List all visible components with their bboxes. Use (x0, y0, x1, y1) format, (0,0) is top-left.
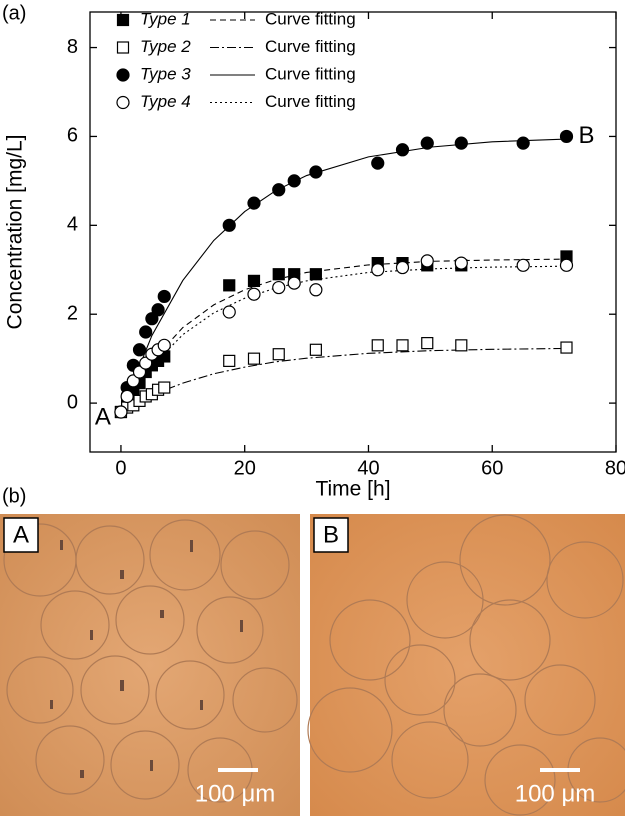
marker (157, 289, 171, 304)
marker (516, 258, 530, 272)
marker (454, 256, 468, 270)
legend-marker (116, 13, 130, 27)
chart: (a) 0 20 40 60 80 0 2 4 6 8 Time [h] Concentration [… (2, 2, 625, 500)
marker (272, 183, 286, 197)
image-label-box (3, 517, 39, 553)
marker (272, 348, 285, 361)
annotation: A (95, 403, 111, 430)
x-axis-label: Time [h] (315, 478, 390, 501)
legend-marker (116, 95, 130, 110)
marker (287, 276, 301, 290)
legend-label: Curve fitting (265, 92, 356, 111)
marker (559, 129, 574, 144)
fit-curve (120, 347, 567, 413)
microspheres (3, 519, 298, 803)
marker (222, 218, 236, 232)
fit-curve (120, 265, 567, 413)
marker (247, 274, 261, 287)
annotation: B (578, 122, 594, 149)
marker (371, 263, 385, 277)
x-tick-label: 60 (481, 457, 503, 479)
scale-bar-label: 100 μm (195, 780, 276, 807)
marker (396, 339, 409, 352)
marker (287, 174, 301, 188)
plot-frame (89, 11, 617, 453)
particles (50, 540, 243, 778)
legend-label: Type 3 (140, 64, 191, 83)
marker (223, 354, 236, 367)
marker (309, 343, 322, 356)
marker (132, 343, 147, 357)
marker (158, 381, 171, 394)
panel-label: (a) (2, 2, 26, 24)
marker (223, 279, 236, 292)
fit-curve (120, 138, 567, 413)
marker (371, 156, 385, 170)
panel-label: (b) (2, 485, 26, 507)
marker (247, 287, 261, 301)
marker (132, 365, 147, 379)
marker (126, 374, 140, 388)
marker (272, 280, 286, 295)
marker (516, 136, 530, 150)
x-tick-label: 20 (234, 457, 256, 479)
y-axis-label: Concentration [mg/L] (4, 135, 27, 330)
marker (139, 356, 153, 370)
marker (120, 389, 134, 404)
image-label-box (313, 517, 349, 553)
marker (309, 283, 323, 297)
marker (309, 268, 322, 281)
y-tick-label: 8 (67, 36, 78, 58)
legend-label: Curve fitting (265, 37, 356, 56)
marker (145, 312, 159, 326)
y-tick-label: 6 (67, 125, 78, 147)
marker (559, 258, 574, 272)
marker (395, 143, 410, 157)
x-tick-label: 40 (357, 457, 379, 479)
fit-curve (120, 258, 567, 413)
marker (222, 305, 236, 319)
marker (371, 339, 384, 352)
marker (247, 352, 261, 365)
marker (114, 405, 128, 419)
microspheres (307, 514, 625, 816)
marker (139, 325, 153, 339)
marker (247, 196, 261, 210)
marker (420, 254, 434, 268)
marker (309, 165, 323, 179)
legend-label: Type 1 (140, 9, 191, 28)
marker (560, 341, 573, 354)
marker (455, 339, 468, 352)
marker (272, 268, 285, 281)
legend-label: Curve fitting (265, 64, 356, 83)
y-tick-label: 4 (67, 214, 78, 236)
marker (151, 303, 165, 317)
marker (421, 337, 434, 350)
x-tick-label: 0 (115, 457, 126, 479)
panel-b: (b) A 100 μm B 100 μm (0, 485, 625, 816)
legend-label: Curve fitting (265, 9, 356, 28)
marker (454, 136, 468, 150)
x-tick-label: 80 (605, 457, 625, 479)
y-tick-label: 0 (67, 391, 78, 413)
legend-label: Type 2 (140, 37, 191, 56)
legend-marker (116, 41, 130, 54)
marker (395, 260, 410, 275)
marker (420, 136, 434, 150)
legend-label: Type 4 (140, 92, 191, 111)
marker (157, 338, 171, 352)
image-label: A (13, 521, 29, 548)
scale-bar-label: 100 μm (515, 780, 596, 807)
y-tick-label: 2 (67, 303, 78, 325)
legend-marker (116, 68, 130, 82)
image-label: B (323, 521, 339, 548)
